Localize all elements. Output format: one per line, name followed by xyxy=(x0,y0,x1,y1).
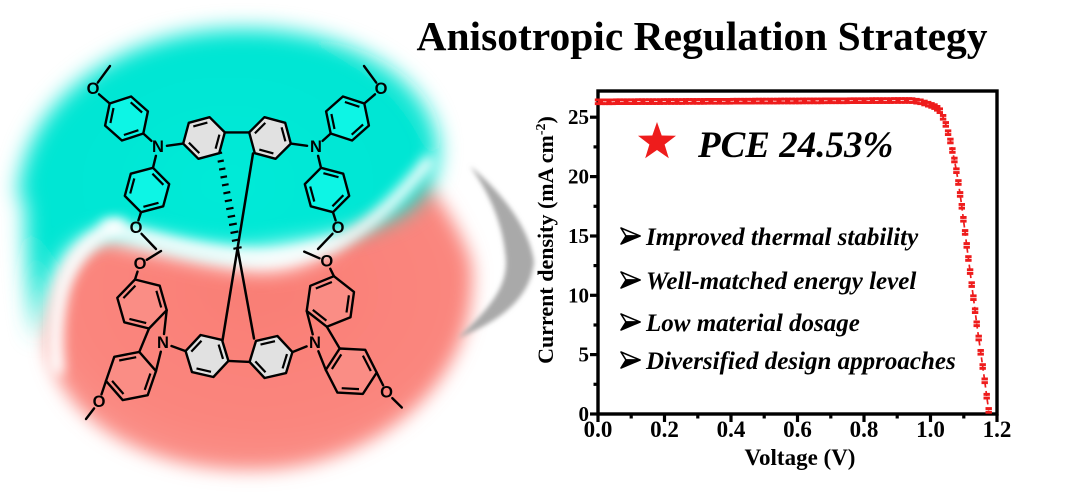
svg-text:0.2: 0.2 xyxy=(650,417,679,442)
svg-text:Anisotropic Regulation Strateg: Anisotropic Regulation Strategy xyxy=(417,13,988,59)
svg-text:Voltage (V): Voltage (V) xyxy=(745,445,856,470)
svg-text:Improved thermal stability: Improved thermal stability xyxy=(645,224,919,251)
svg-text:O: O xyxy=(380,384,393,402)
svg-text:PCE 24.53%: PCE 24.53% xyxy=(697,125,893,166)
svg-text:N: N xyxy=(310,138,322,156)
svg-text:0: 0 xyxy=(579,402,590,426)
svg-text:O: O xyxy=(320,253,333,271)
svg-text:O: O xyxy=(134,255,147,273)
svg-text:25: 25 xyxy=(568,105,589,129)
svg-text:O: O xyxy=(332,219,345,237)
svg-text:O: O xyxy=(375,80,388,98)
svg-text:1.0: 1.0 xyxy=(916,417,945,442)
svg-text:0.8: 0.8 xyxy=(850,417,879,442)
svg-text:15: 15 xyxy=(568,224,589,248)
svg-text:10: 10 xyxy=(568,283,589,307)
svg-text:N: N xyxy=(309,334,321,352)
svg-text:N: N xyxy=(152,138,164,156)
svg-text:0.0: 0.0 xyxy=(584,417,613,442)
svg-text:20: 20 xyxy=(568,165,589,189)
svg-text:N: N xyxy=(157,334,169,352)
svg-text:O: O xyxy=(130,219,143,237)
svg-text:5: 5 xyxy=(579,343,590,367)
svg-text:1.2: 1.2 xyxy=(983,417,1012,442)
svg-text:0.4: 0.4 xyxy=(717,417,746,442)
svg-text:Low material dosage: Low material dosage xyxy=(645,310,860,337)
svg-text:Current density (mA cm-2): Current density (mA cm-2) xyxy=(533,116,558,364)
svg-text:O: O xyxy=(87,80,100,98)
svg-text:0.6: 0.6 xyxy=(783,417,812,442)
svg-text:Well-matched energy level: Well-matched energy level xyxy=(646,268,916,295)
svg-text:Diversified design approaches: Diversified design approaches xyxy=(645,348,956,375)
svg-text:O: O xyxy=(93,393,106,411)
